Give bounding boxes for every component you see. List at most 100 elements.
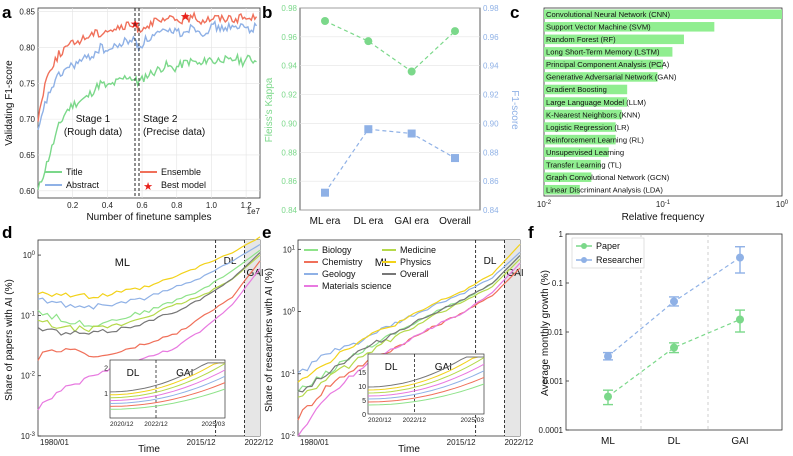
panel-b-ylabel-right: F1-score — [509, 90, 520, 130]
a-xtick-label: 1.2 — [241, 201, 253, 210]
f-xtick-label: ML — [601, 436, 615, 447]
e-content-inset-series — [367, 383, 485, 406]
e-content-inset-series — [367, 376, 485, 403]
e-content-gai-shade — [504, 240, 520, 436]
e-content-inset-xtick: 2020/12 — [368, 417, 392, 424]
e-content-series-medicine — [297, 258, 521, 398]
d-content-era-gai: GAI — [246, 268, 263, 279]
a-ytick-label: 0.65 — [19, 151, 35, 160]
a-xtick-label: 0.6 — [137, 201, 149, 210]
d-content-inset-series — [109, 382, 226, 407]
panel-c-chart: Convolutional Neural Network (CNN) Suppor… — [537, 7, 789, 223]
c-bar-label: Long Short-Term Memory (LSTM) — [546, 48, 660, 57]
b-ytick-right: 0.90 — [483, 119, 499, 128]
b-xtick-label: ML era — [310, 216, 341, 227]
legend-paper-dot — [581, 243, 587, 249]
f-point-researcher — [604, 352, 612, 361]
b-ytick-right: 0.84 — [483, 206, 499, 215]
d-content-inset-series — [109, 362, 225, 396]
c-bar — [544, 184, 580, 195]
e-content-ytick-label: 10-2 — [281, 432, 296, 441]
e-content-era-dl: DL — [484, 256, 497, 267]
b-ytick-left: 0.84 — [281, 206, 297, 215]
e-content-ytick-label: 100 — [283, 308, 296, 317]
c-xtick-label: 100 — [776, 200, 789, 209]
a-xtick-label: 1.0 — [206, 201, 218, 210]
c-bar — [544, 47, 673, 57]
e-content-inset-ytick: 15 — [358, 370, 366, 377]
panel-label-d: d — [2, 223, 12, 242]
d-content-inset-series — [109, 388, 226, 410]
f-point-paper — [604, 392, 612, 401]
panel-e-ylabel: Share of researchers with AI (%) — [264, 268, 275, 412]
e-content-inset-dl: DL — [385, 362, 398, 373]
c-bar-label: Graph Convolutional Network (GCN) — [546, 173, 670, 182]
panel-label-a: a — [2, 3, 12, 22]
c-bar — [544, 59, 663, 70]
b-point-kappa — [407, 67, 416, 76]
stage1-label: Stage 1 — [76, 114, 111, 125]
c-bar — [544, 72, 658, 82]
e-content-inset-ytick: 5 — [362, 398, 366, 405]
a-ytick-label: 0.80 — [19, 43, 35, 52]
c-bar-label: Generative Adversarial Network (GAN) — [546, 73, 677, 82]
d-content-series-chemistry — [37, 260, 261, 361]
f-point-paper — [670, 343, 678, 352]
panel-e-xlabel: Time — [398, 444, 420, 455]
f-xtick-label: GAI — [731, 436, 748, 447]
a-ytick-label: 0.75 — [19, 79, 35, 88]
d-content-xtick-label: 1980/01 — [40, 438, 69, 447]
panel-label-f: f — [528, 223, 534, 242]
e-content-ytick-label: 10-1 — [281, 370, 296, 379]
d-content-xtick-label: 2015/12 — [187, 438, 216, 447]
c-bar-label: Gradient Boosting — [546, 85, 607, 94]
f-ytick-label: 1 — [559, 230, 564, 239]
b-ytick-left: 0.96 — [281, 33, 297, 42]
panel-d-xlabel: Time — [138, 444, 160, 455]
panel-d-ylabel: Share of papers with AI (%) — [4, 279, 15, 401]
c-bar-label: Transfer Learning (TL) — [546, 160, 622, 169]
e-content-legend-chemistry: Chemistry — [322, 257, 363, 267]
d-content-inset-xtick: 2022/12 — [144, 421, 168, 428]
a-xtick-label: 0.2 — [67, 201, 79, 210]
d-content-inset-series — [109, 362, 225, 393]
b-point-f1 — [364, 125, 373, 134]
b-ytick-left: 0.88 — [281, 148, 297, 157]
e-content-inset-series — [367, 356, 484, 391]
b-ytick-right: 0.94 — [483, 62, 499, 71]
a-ytick-label: 0.70 — [19, 115, 35, 124]
e-content-xtick-label: 2022/12 — [504, 438, 533, 447]
panel-a-frame — [37, 7, 261, 199]
c-bar — [544, 109, 622, 120]
b-ytick-left: 0.98 — [281, 4, 297, 13]
e-content-legend-materials-science: Materials science — [322, 281, 392, 291]
f-ytick-label: 0.0001 — [539, 426, 564, 435]
b-ytick-right: 0.92 — [483, 91, 499, 100]
a-xtick-label: 0.4 — [102, 201, 114, 210]
legend-best-star-icon: ★ — [143, 181, 153, 193]
c-bar — [544, 34, 684, 45]
e-content-series-overall — [297, 254, 521, 393]
a-xtick-label: 0.8 — [171, 201, 183, 210]
panel-a-chart: 0.60 0.65 0.70 0.75 0.80 0.85 0.2 0.4 0.6 0.8 1.0 1… — [4, 8, 261, 223]
panel-b-chart: 0.84 0.84 0.86 0.86 0.88 0.88 0.90 0.90 0.92 0.92… — [264, 4, 520, 227]
legend-paper: Paper — [596, 241, 620, 251]
c-bar — [544, 134, 616, 145]
b-ytick-left: 0.92 — [281, 91, 297, 100]
a-ytick-label: 0.85 — [19, 8, 35, 17]
f-ytick-label: 0.1 — [552, 279, 564, 288]
panel-e-chart: MLDLGAI10-210-11001011980/012015/122022/… — [264, 239, 534, 455]
b-ytick-right: 0.88 — [483, 148, 499, 157]
d-content-inset-gai: GAI — [176, 368, 193, 379]
c-bar-label: Support Vector Machine (SVM) — [546, 23, 651, 32]
d-content-series-overall — [37, 252, 261, 336]
d-content-ytick-label: 10-2 — [21, 372, 36, 381]
b-point-kappa — [321, 16, 329, 25]
f-point-researcher — [670, 297, 678, 306]
panel-label-e: e — [262, 223, 271, 242]
e-content-legend-biology: Biology — [322, 245, 352, 255]
c-bar-label: Unsupervised Learning — [546, 148, 624, 157]
panel-f-ylabel: Average monthly growth (%) — [540, 270, 551, 396]
f-series-line — [607, 318, 741, 398]
